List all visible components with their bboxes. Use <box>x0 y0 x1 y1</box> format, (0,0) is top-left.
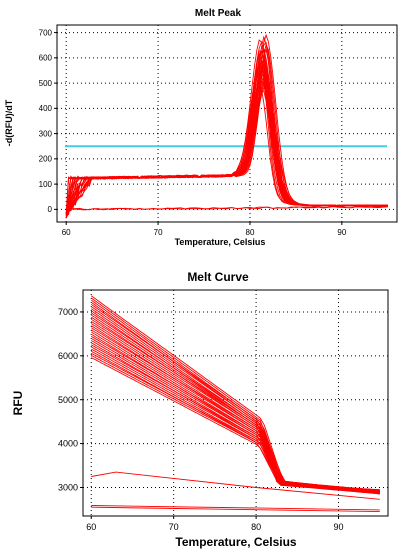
melt-curve-y-tick-label: 7000 <box>58 307 78 317</box>
melt-curve-plot-area <box>82 289 389 517</box>
melt-peak-series-line <box>66 205 388 211</box>
melt-peak-y-tick-label: 700 <box>39 28 53 37</box>
melt-curve-x-tick-label: 80 <box>251 522 261 532</box>
melt-peak-grid <box>57 25 397 222</box>
melt-curve-y-tick-label: 5000 <box>58 395 78 405</box>
melt-curve-series-line <box>90 295 380 494</box>
melt-peak-y-tick-label: 0 <box>48 205 53 214</box>
melt-peak-y-axis-label: -d(RFU)/dT <box>4 99 14 146</box>
melt-peak-title: Melt Peak <box>195 8 242 19</box>
melt-peak-y-tick-label: 200 <box>39 155 53 164</box>
melt-curve-ticks: 60 70 80 90 3000 4000 5000 6000 7000 <box>58 307 344 532</box>
melt-peak-series-line <box>65 47 388 219</box>
melt-peak-x-tick-label: 70 <box>154 228 163 237</box>
melt-peak-y-tick-label: 500 <box>39 79 53 88</box>
melt-curve-series-line <box>91 471 380 500</box>
melt-peak-chart: Melt Peak 60 70 80 90 0 100 200 300 400 500 600 700… <box>4 8 398 247</box>
melt-peak-y-tick-label: 600 <box>39 54 53 63</box>
melt-curve-y-tick-label: 6000 <box>58 351 78 361</box>
melt-curve-y-tick-label: 3000 <box>58 483 78 493</box>
melt-curve-x-tick-label: 60 <box>86 522 96 532</box>
melt-curve-y-axis-label: RFU <box>11 391 25 416</box>
melt-curve-series-line <box>90 297 380 493</box>
melt-curve-y-tick-label: 4000 <box>58 439 78 449</box>
melt-peak-ticks: 60 70 80 90 0 100 200 300 400 500 600 700 <box>39 28 347 237</box>
melt-curve-x-tick-label: 70 <box>169 522 179 532</box>
melt-curve-x-axis-label: Temperature, Celsius <box>175 535 296 549</box>
melt-peak-series <box>65 33 388 219</box>
melt-peak-x-axis-label: Temperature, Celsius <box>175 237 266 247</box>
melt-peak-x-tick-label: 90 <box>337 228 346 237</box>
melt-curve-series-line <box>91 506 380 513</box>
melt-peak-x-tick-label: 60 <box>62 228 71 237</box>
melt-peak-x-tick-label: 80 <box>246 228 255 237</box>
melt-curve-series-line <box>91 505 380 511</box>
melt-curve-series <box>90 295 380 513</box>
melt-peak-y-tick-label: 300 <box>39 129 53 138</box>
melt-peak-plot-area <box>56 24 398 223</box>
melt-curve-chart: Melt Curve 60 70 80 9030004000500060007000 … <box>11 270 389 549</box>
melt-curve-title: Melt Curve <box>187 270 249 284</box>
melt-peak-y-tick-label: 400 <box>39 104 53 113</box>
melt-peak-y-tick-label: 100 <box>39 180 53 189</box>
melt-curve-x-tick-label: 90 <box>334 522 344 532</box>
